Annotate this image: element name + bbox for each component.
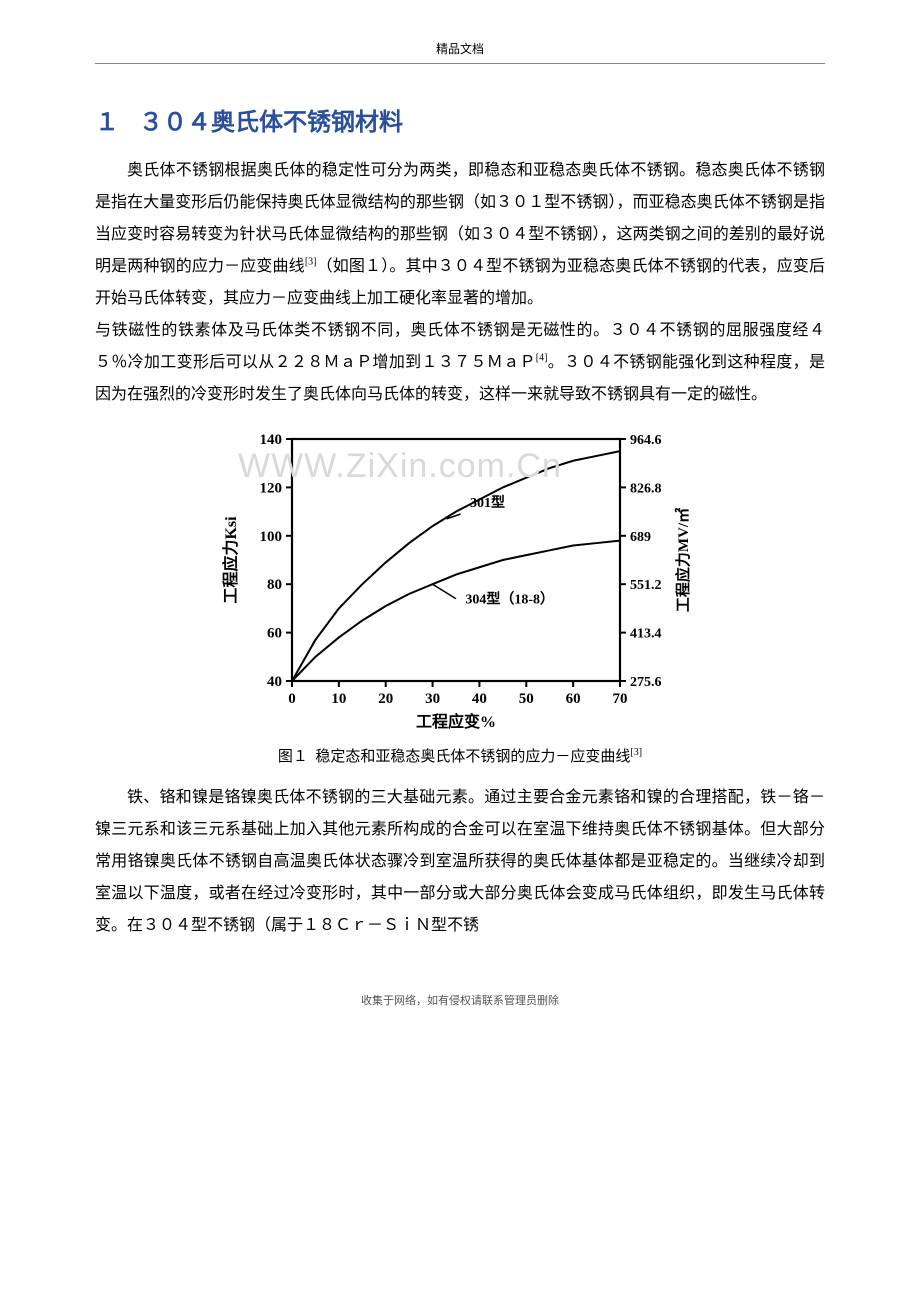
- svg-text:40: 40: [472, 691, 487, 707]
- svg-text:301型: 301型: [470, 494, 505, 511]
- svg-text:40: 40: [267, 674, 282, 690]
- paragraph-1: 奥氏体不锈钢根据奥氏体的稳定性可分为两类，即稳态和亚稳态奥氏体不锈钢。稳态奥氏体…: [95, 155, 825, 315]
- page-header-label: 精品文档: [95, 40, 825, 64]
- stress-strain-chart: 0 10 20 30 40 50 60 70 工程应变% 40 60 80 100 120 140 工程应力K…: [220, 425, 700, 735]
- svg-text:50: 50: [519, 691, 534, 707]
- svg-text:304型（18-8）: 304型（18-8）: [465, 591, 554, 608]
- paragraph-3: 铁、铬和镍是铬镍奥氏体不锈钢的三大基础元素。通过主要合金元素铬和镍的合理搭配，铁…: [95, 782, 825, 942]
- svg-text:826.8: 826.8: [630, 481, 662, 496]
- section-number: １: [95, 109, 119, 136]
- svg-text:30: 30: [425, 691, 440, 707]
- figure-1: WWW.ZiXin.com.Cn 010203040506070工程应变%406…: [220, 425, 700, 735]
- svg-text:689: 689: [630, 530, 651, 545]
- svg-text:工程应力MV/㎡: 工程应力MV/㎡: [674, 508, 692, 612]
- svg-text:工程应变%: 工程应变%: [416, 712, 496, 731]
- svg-text:964.6: 964.6: [630, 433, 662, 448]
- svg-text:60: 60: [267, 626, 282, 642]
- svg-text:140: 140: [260, 432, 283, 448]
- citation-4: [4]: [536, 353, 548, 364]
- caption-prefix: 图１: [278, 749, 308, 765]
- figure-1-caption: 图１ 稳定态和亚稳态奥氏体不锈钢的应力－应变曲线[3]: [95, 745, 825, 766]
- page-footer-note: 收集于网络，如有侵权请联系管理员删除: [95, 992, 825, 1008]
- svg-text:工程应力Ksi: 工程应力Ksi: [221, 516, 240, 604]
- svg-text:70: 70: [613, 691, 628, 707]
- svg-text:0: 0: [288, 691, 296, 707]
- svg-text:275.6: 275.6: [630, 675, 662, 690]
- svg-text:551.2: 551.2: [630, 578, 662, 593]
- section-heading: １ ３０４奥氏体不锈钢材料: [95, 102, 825, 137]
- svg-text:80: 80: [267, 577, 282, 593]
- caption-ref: [3]: [630, 747, 642, 758]
- svg-text:20: 20: [378, 691, 393, 707]
- svg-text:60: 60: [566, 691, 581, 707]
- svg-text:10: 10: [331, 691, 346, 707]
- section-title-text: ３０４奥氏体不锈钢材料: [139, 109, 403, 136]
- paragraph-2: 与铁磁性的铁素体及马氏体类不锈钢不同，奥氏体不锈钢是无磁性的。３０４不锈钢的屈服…: [95, 315, 825, 411]
- svg-text:413.4: 413.4: [630, 627, 662, 642]
- svg-text:120: 120: [260, 480, 283, 496]
- svg-text:100: 100: [260, 529, 283, 545]
- caption-text: 稳定态和亚稳态奥氏体不锈钢的应力－应变曲线: [315, 749, 630, 765]
- citation-3: [3]: [305, 257, 317, 268]
